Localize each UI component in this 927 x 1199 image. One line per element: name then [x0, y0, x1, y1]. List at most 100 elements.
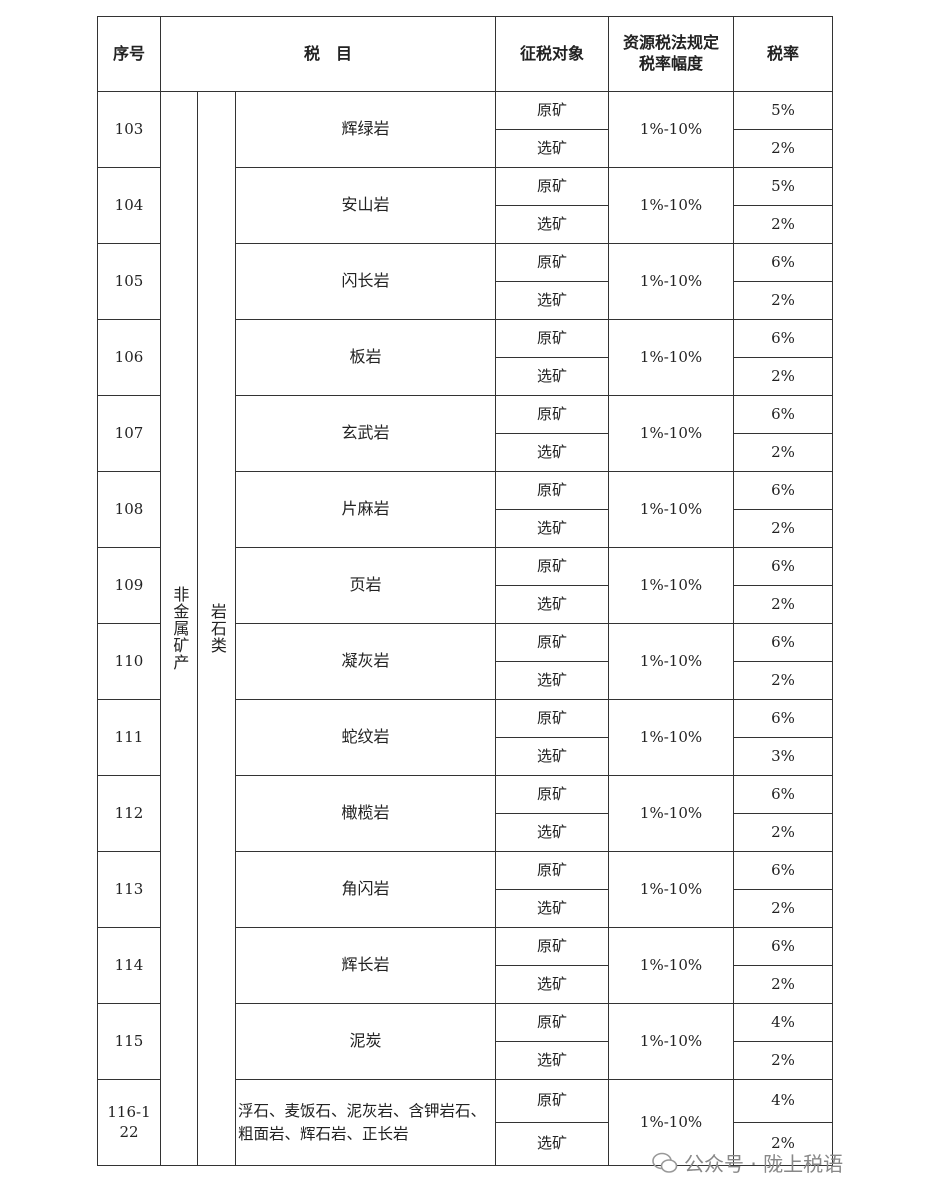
header-cell: 序号 — [97, 16, 161, 92]
rate-cell: 2% — [733, 205, 834, 244]
range-cell: 1%-10% — [608, 623, 735, 700]
range-cell: 1%-10% — [608, 851, 735, 928]
object-cell: 原矿 — [495, 1003, 610, 1042]
table-row: 选矿 2% — [98, 813, 834, 852]
range-cell: 1%-10% — [608, 927, 735, 1004]
object-cell: 原矿 — [495, 927, 610, 966]
object-cell: 选矿 — [495, 889, 610, 928]
item-name-cell: 板岩 — [234, 319, 497, 396]
header-line: 资源税法规定 — [623, 33, 720, 53]
object-cell: 选矿 — [495, 129, 610, 168]
rate-cell: 6% — [733, 319, 834, 358]
item-name-cell: 页岩 — [234, 547, 497, 624]
object-cell: 原矿 — [495, 775, 610, 814]
header-cell: 征税对象 — [495, 16, 610, 92]
rate-cell: 2% — [733, 965, 834, 1004]
wechat-icon — [652, 1152, 678, 1173]
table-row: 105 闪长岩 原矿 1%-10% 6% — [97, 243, 834, 320]
rate-cell: 4% — [733, 1079, 834, 1123]
range-cell: 1%-10% — [608, 243, 735, 320]
object-cell: 选矿 — [495, 737, 610, 776]
index-cell: 104 — [97, 167, 161, 244]
range-cell: 1%-10% — [608, 1003, 735, 1080]
rate-cell: 2% — [733, 889, 834, 928]
object-cell: 原矿 — [495, 243, 610, 282]
object-cell: 选矿 — [495, 281, 610, 320]
table-row: 选矿 2% — [98, 965, 834, 1004]
object-cell: 原矿 — [495, 395, 610, 434]
table-row: 选矿 2% — [98, 1122, 834, 1166]
rate-cell: 2% — [733, 813, 834, 852]
rate-cell: 6% — [733, 699, 834, 738]
subcategory-cell: 岩石类 — [197, 91, 236, 1166]
object-cell: 原矿 — [495, 699, 610, 738]
table-row: 116-122 浮石、麦饭石、泥灰岩、含钾岩石、粗面岩、辉石岩、正长岩 原矿 1%-1… — [97, 1079, 834, 1166]
object-cell: 原矿 — [495, 1079, 610, 1123]
table-body: 103 非金属矿产 岩石类 辉绿岩 原矿 1%-10% 5% 选矿 2% 104 安山岩 原矿 1%-1… — [97, 91, 834, 1166]
item-name-cell: 浮石、麦饭石、泥灰岩、含钾岩石、粗面岩、辉石岩、正长岩 — [234, 1079, 497, 1166]
range-cell: 1%-10% — [608, 395, 735, 472]
header-cell: 税 目 — [159, 16, 497, 92]
header-cell: 资源税法规定 税率幅度 — [608, 16, 735, 92]
index-cell: 107 — [97, 395, 161, 472]
watermark-text: 公众号 · 陇上税语 — [684, 1152, 844, 1176]
rate-cell: 2% — [733, 661, 834, 700]
item-name-cell: 辉绿岩 — [234, 91, 497, 168]
item-name-cell: 角闪岩 — [234, 851, 497, 928]
table-row: 107 玄武岩 原矿 1%-10% 6% — [97, 395, 834, 472]
range-cell: 1%-10% — [608, 699, 735, 776]
tax-table: 序号 税 目 征税对象 资源税法规定 税率幅度 税率 103 非金属矿产 岩石类 辉绿岩… — [97, 16, 834, 1166]
object-cell: 原矿 — [495, 167, 610, 206]
item-name-cell: 片麻岩 — [234, 471, 497, 548]
item-name-cell: 辉长岩 — [234, 927, 497, 1004]
range-cell: 1%-10% — [608, 319, 735, 396]
header-line: 税率幅度 — [639, 54, 704, 73]
item-name-cell: 蛇纹岩 — [234, 699, 497, 776]
table-row: 选矿 2% — [98, 585, 834, 624]
rate-cell: 2% — [733, 1122, 834, 1166]
index-cell: 103 — [97, 91, 161, 168]
object-cell: 选矿 — [495, 661, 610, 700]
rate-cell: 6% — [733, 547, 834, 586]
object-cell: 原矿 — [495, 471, 610, 510]
table-row: 110 凝灰岩 原矿 1%-10% 6% — [97, 623, 834, 700]
rate-cell: 6% — [733, 851, 834, 890]
rate-cell: 6% — [733, 623, 834, 662]
rate-cell: 6% — [733, 927, 834, 966]
table-row: 106 板岩 原矿 1%-10% 6% — [97, 319, 834, 396]
table-row: 选矿 2% — [98, 661, 834, 700]
rate-cell: 4% — [733, 1003, 834, 1042]
rate-cell: 5% — [733, 167, 834, 206]
rate-cell: 6% — [733, 775, 834, 814]
table-row: 选矿 2% — [98, 129, 834, 168]
range-cell: 1%-10% — [608, 775, 735, 852]
rate-cell: 6% — [733, 243, 834, 282]
header-row: 序号 税 目 征税对象 资源税法规定 税率幅度 税率 — [97, 16, 834, 92]
table-row: 选矿 2% — [98, 1041, 834, 1080]
index-cell: 115 — [97, 1003, 161, 1080]
table-row: 104 安山岩 原矿 1%-10% 5% — [97, 167, 834, 244]
object-cell: 原矿 — [495, 547, 610, 586]
object-cell: 原矿 — [495, 319, 610, 358]
table-row: 选矿 2% — [98, 433, 834, 472]
index-cell: 110 — [97, 623, 161, 700]
object-cell: 选矿 — [495, 357, 610, 396]
rate-cell: 2% — [733, 585, 834, 624]
index-cell: 112 — [97, 775, 161, 852]
range-cell: 1%-10% — [608, 167, 735, 244]
index-cell: 106 — [97, 319, 161, 396]
rate-cell: 2% — [733, 1041, 834, 1080]
item-name-cell: 凝灰岩 — [234, 623, 497, 700]
rate-cell: 2% — [733, 281, 834, 320]
index-cell: 113 — [97, 851, 161, 928]
object-cell: 原矿 — [495, 623, 610, 662]
rate-cell: 6% — [733, 471, 834, 510]
index-cell: 108 — [97, 471, 161, 548]
object-cell: 原矿 — [495, 91, 610, 130]
object-cell: 原矿 — [495, 851, 610, 890]
table-row: 选矿 2% — [98, 889, 834, 928]
watermark: 公众号 · 陇上税语 — [652, 1148, 843, 1177]
index-cell: 111 — [97, 699, 161, 776]
index-cell: 114 — [97, 927, 161, 1004]
